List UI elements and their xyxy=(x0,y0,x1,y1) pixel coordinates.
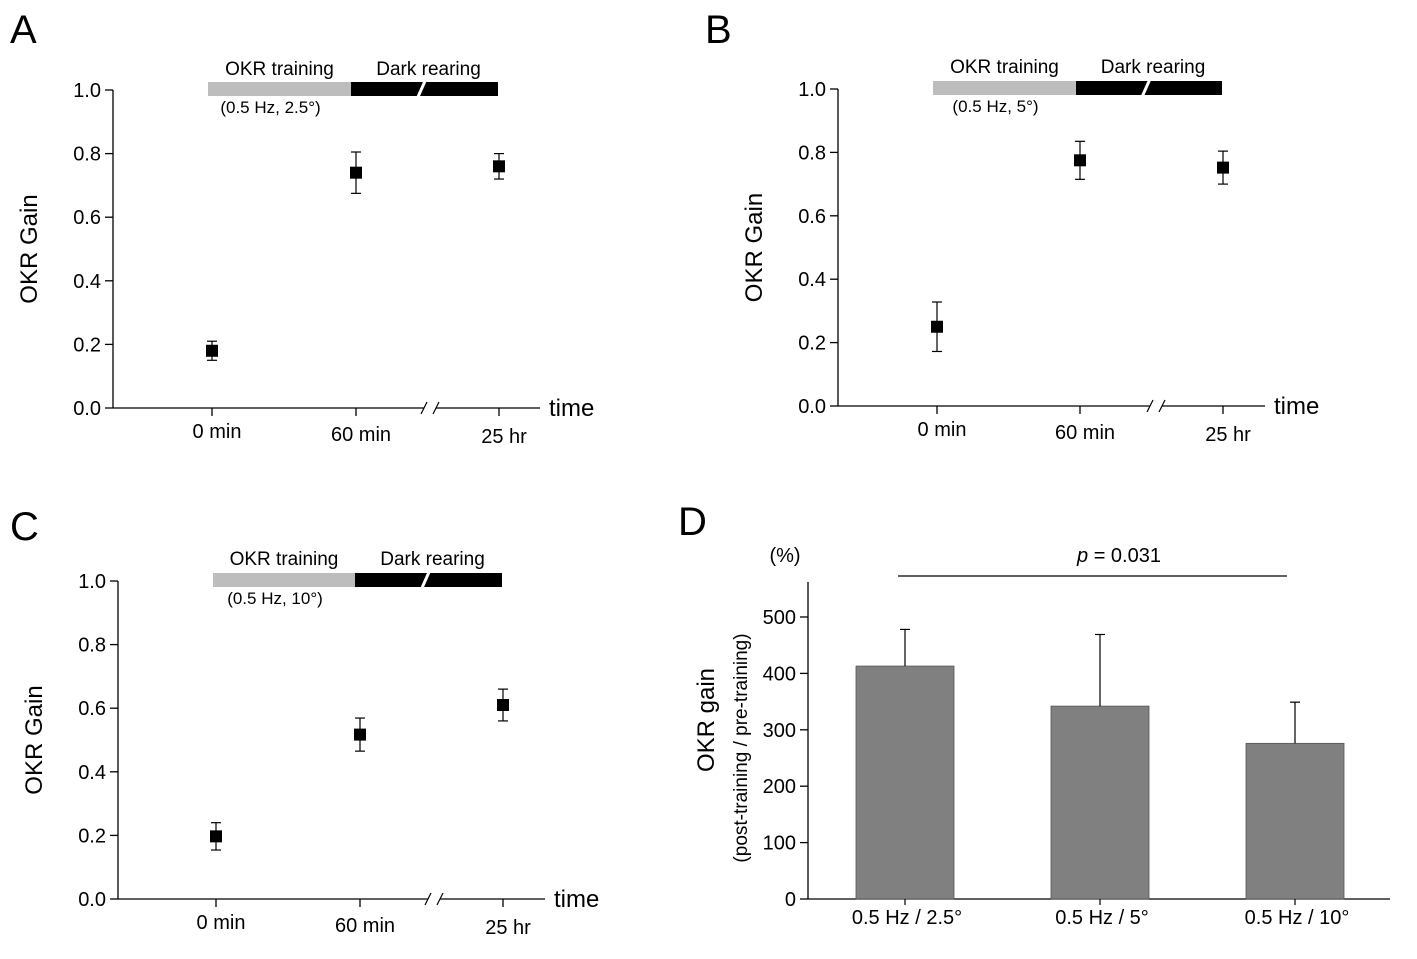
axis-break-mark xyxy=(1146,399,1154,413)
y-tick-label: 0.2 xyxy=(798,333,826,355)
panel-c: C 0.0 0.2 0.4 0.6 0.8 1.0 time 0 min 60 min 25 hr… xyxy=(10,505,599,939)
y-tick-label: 0.4 xyxy=(73,271,101,293)
data-point xyxy=(350,166,362,179)
bar xyxy=(855,665,955,900)
data-point xyxy=(210,830,222,843)
bar-break-mark xyxy=(420,570,431,590)
panel-letter: D xyxy=(678,500,707,544)
bar-break-mark xyxy=(416,79,427,99)
dark-rearing-bar xyxy=(1076,81,1222,95)
dark-rearing-bar xyxy=(355,573,502,587)
y-axis-title: OKR Gain xyxy=(16,194,43,303)
y-axis-title: OKR gain xyxy=(693,668,720,772)
training-label: OKR training xyxy=(230,549,339,570)
unit-label: (%) xyxy=(769,545,800,567)
training-params: (0.5 Hz, 10°) xyxy=(227,589,323,608)
y-tick-label: 0.2 xyxy=(73,334,101,356)
p-value-label: p = 0.031 xyxy=(1076,545,1161,567)
panel-letter: A xyxy=(10,8,37,52)
y-tick-label: 0.4 xyxy=(798,269,826,291)
y-tick-label: 0.0 xyxy=(73,398,101,420)
y-tick-label: 200 xyxy=(763,776,796,798)
bar xyxy=(1050,705,1150,900)
training-bar xyxy=(208,82,351,96)
data-point xyxy=(1074,154,1086,167)
panel-letter: B xyxy=(705,8,732,52)
x-tick-label: 0.5 Hz / 10° xyxy=(1245,907,1350,929)
y-tick-label: 0.8 xyxy=(798,142,826,164)
data-point xyxy=(497,699,509,712)
y-axis-subtitle: (post-training / pre-training) xyxy=(731,633,752,862)
training-label: OKR training xyxy=(950,57,1059,78)
x-tick-label: 25 hr xyxy=(485,917,531,939)
y-tick-label: 400 xyxy=(763,663,796,685)
y-tick-label: 100 xyxy=(763,833,796,855)
y-tick-label: 0 xyxy=(785,889,796,911)
x-tick-label: 0.5 Hz / 2.5° xyxy=(852,907,962,929)
y-tick-label: 1.0 xyxy=(798,79,826,101)
training-label: OKR training xyxy=(225,59,334,80)
data-point xyxy=(354,728,366,741)
x-axis-title: time xyxy=(554,886,599,913)
y-tick-label: 0.0 xyxy=(798,396,826,418)
y-tick-label: 0.0 xyxy=(78,889,106,911)
y-tick-label: 300 xyxy=(763,720,796,742)
x-tick-label: 0 min xyxy=(193,421,242,443)
y-axis-title: OKR Gain xyxy=(741,193,768,302)
dark-rearing-label: Dark rearing xyxy=(1101,57,1206,78)
y-tick-label: 0.4 xyxy=(78,762,106,784)
x-tick-label: 0.5 Hz / 5° xyxy=(1055,907,1149,929)
panel-a: A 0.0 0.2 0.4 0.6 0.8 1.0 time 0 min 60 min 25 hr… xyxy=(10,8,594,448)
x-tick-label: 60 min xyxy=(331,424,391,446)
data-point xyxy=(931,320,943,333)
axis-break-mark xyxy=(432,401,440,415)
x-tick-label: 0 min xyxy=(918,419,967,441)
y-tick-label: 0.8 xyxy=(78,635,106,657)
panel-d: D 0 100 200 300 400 500 (%) OKR gain (post-train… xyxy=(678,500,1390,929)
training-params: (0.5 Hz, 5°) xyxy=(952,97,1038,116)
bar xyxy=(1245,742,1345,900)
dark-rearing-bar xyxy=(351,82,498,96)
dark-rearing-label: Dark rearing xyxy=(376,59,481,80)
y-tick-label: 500 xyxy=(763,607,796,629)
y-axis-title: OKR Gain xyxy=(21,685,48,794)
x-tick-label: 0 min xyxy=(197,912,246,934)
p-value: = 0.031 xyxy=(1088,545,1161,567)
panel-letter: C xyxy=(10,505,39,549)
x-tick-label: 25 hr xyxy=(481,426,527,448)
x-tick-label: 60 min xyxy=(335,915,395,937)
data-point xyxy=(493,160,505,173)
data-point xyxy=(1217,161,1229,174)
y-tick-label: 0.8 xyxy=(73,144,101,166)
panel-b: B 0.0 0.2 0.4 0.6 0.8 1.0 time 0 min 60 min 25 hr… xyxy=(705,8,1319,446)
x-tick-label: 60 min xyxy=(1055,422,1115,444)
training-bar xyxy=(933,81,1076,95)
y-tick-label: 1.0 xyxy=(78,571,106,593)
x-axis-title: time xyxy=(549,395,594,422)
p-symbol: p xyxy=(1076,545,1088,567)
y-tick-label: 1.0 xyxy=(73,80,101,102)
x-axis-title: time xyxy=(1274,393,1319,420)
training-bar xyxy=(213,573,355,587)
y-tick-label: 0.6 xyxy=(78,698,106,720)
dark-rearing-label: Dark rearing xyxy=(380,549,485,570)
axis-break-mark xyxy=(424,892,432,906)
training-params: (0.5 Hz, 2.5°) xyxy=(220,98,320,117)
bar-break-mark xyxy=(1140,78,1152,98)
data-point xyxy=(206,344,218,357)
axis-break-mark xyxy=(436,892,444,906)
y-tick-label: 0.6 xyxy=(798,206,826,228)
y-tick-label: 0.6 xyxy=(73,207,101,229)
x-tick-label: 25 hr xyxy=(1205,424,1251,446)
axis-break-mark xyxy=(420,401,428,415)
axis-break-mark xyxy=(1158,399,1166,413)
y-tick-label: 0.2 xyxy=(78,825,106,847)
